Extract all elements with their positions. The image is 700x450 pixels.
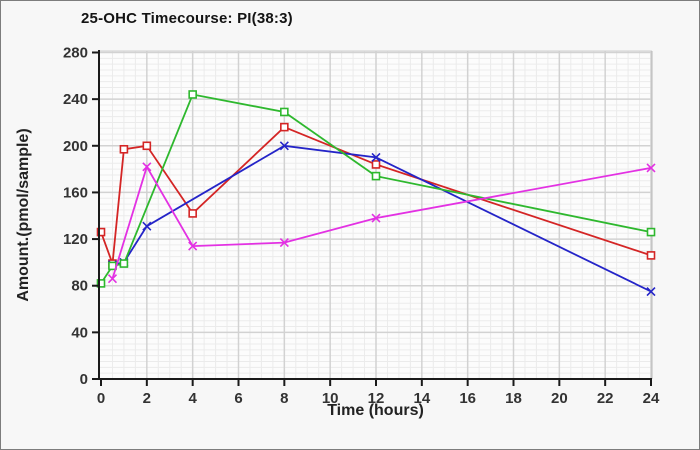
series-red-marker	[280, 122, 289, 132]
series-magenta-marker	[371, 213, 381, 223]
x-tick-label: 14	[413, 390, 430, 407]
series-magenta-marker	[107, 274, 118, 284]
series-red-marker	[142, 141, 152, 151]
series-green-marker	[371, 171, 381, 181]
series-green-marker	[119, 259, 129, 268]
x-tick-label: 0	[97, 390, 105, 407]
x-tick-label: 10	[322, 390, 339, 407]
x-axis-label: Time (hours)	[327, 402, 424, 419]
y-tick-label: 160	[63, 184, 88, 201]
series-magenta-marker	[188, 241, 198, 251]
series-magenta-line	[111, 164, 652, 279]
y-axis-label: Amount.(pmol/sample)	[15, 128, 32, 302]
y-tick-label: 280	[63, 45, 88, 62]
y-tick-label: 240	[63, 91, 88, 108]
series-blue-marker	[279, 141, 289, 151]
x-tick-label: 4	[188, 390, 197, 407]
series-green-marker	[280, 107, 289, 117]
y-tick-label: 120	[63, 231, 88, 248]
series-red-marker	[96, 227, 106, 237]
series-green-marker	[96, 279, 106, 288]
series-green-marker	[188, 90, 197, 99]
x-tick-label: 12	[368, 390, 385, 407]
chart-title: 25-OHC Timecourse: PI(38:3)	[81, 10, 293, 27]
x-tick-label: 16	[459, 390, 476, 407]
y-tick-label: 0	[80, 371, 88, 388]
x-tick-label: 20	[551, 390, 568, 407]
series-green-marker	[646, 227, 656, 237]
y-tick-label: 80	[71, 278, 88, 295]
x-tick-label: 6	[234, 390, 242, 407]
x-tick-label: 8	[280, 390, 288, 407]
x-tick-label: 18	[505, 390, 522, 407]
y-tick-label: 40	[71, 324, 88, 341]
series-blue-marker	[371, 152, 381, 163]
series-red-marker	[188, 209, 197, 218]
x-tick-label: 2	[143, 390, 151, 407]
series-blue-marker	[646, 286, 656, 297]
x-tick-label: 24	[643, 390, 660, 407]
series-magenta-marker	[646, 163, 656, 173]
series-red-line	[100, 126, 652, 264]
series-red-marker	[646, 251, 656, 260]
series-magenta-marker	[142, 162, 152, 172]
series-blue-marker	[142, 221, 152, 231]
series-red-marker	[119, 144, 129, 154]
series-magenta-marker	[279, 238, 289, 248]
y-tick-label: 200	[63, 138, 88, 155]
x-tick-label: 22	[597, 390, 614, 407]
series-red-marker	[371, 160, 381, 169]
